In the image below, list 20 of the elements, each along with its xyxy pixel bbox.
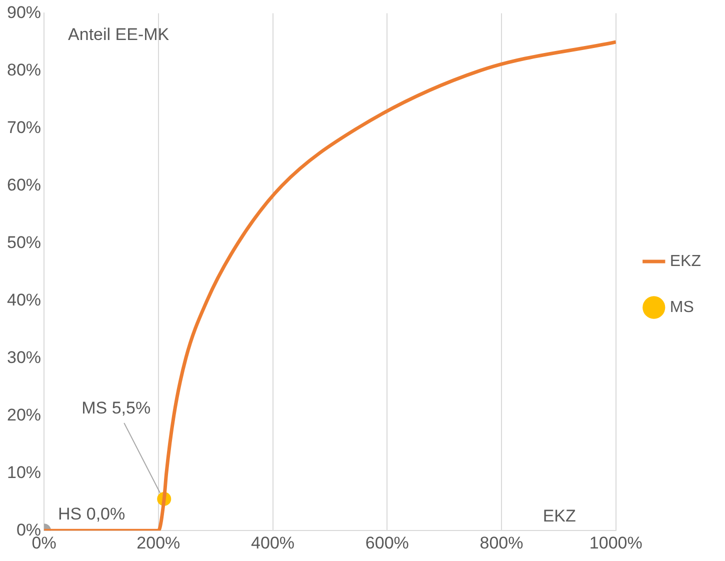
legend-label: EKZ [670, 252, 702, 270]
annotation: MS 5,5% [82, 398, 151, 418]
y-tick-label: 90% [6, 2, 42, 22]
y-tick-label: 40% [6, 290, 42, 310]
y-tick-label: 30% [6, 348, 42, 367]
y-tick-label: 10% [6, 462, 42, 482]
x-tick-label: 600% [365, 533, 409, 552]
y-tick-label: 60% [6, 175, 42, 194]
x-axis-title: EKZ [542, 506, 576, 526]
y-tick-label: 20% [6, 405, 42, 424]
y-tick-label: 80% [6, 60, 42, 80]
y-axis-title: Anteil EE-MK [68, 24, 170, 44]
x-tick-label: 1000% [589, 533, 642, 552]
y-tick-label: 70% [6, 118, 42, 137]
x-tick-label: 200% [136, 533, 180, 552]
x-tick-label: 400% [251, 533, 295, 552]
y-tick-label: 50% [6, 232, 42, 252]
annotation: HS 0,0% [58, 504, 126, 524]
legend-label: MS [670, 298, 694, 316]
x-tick-label: 800% [480, 533, 524, 552]
